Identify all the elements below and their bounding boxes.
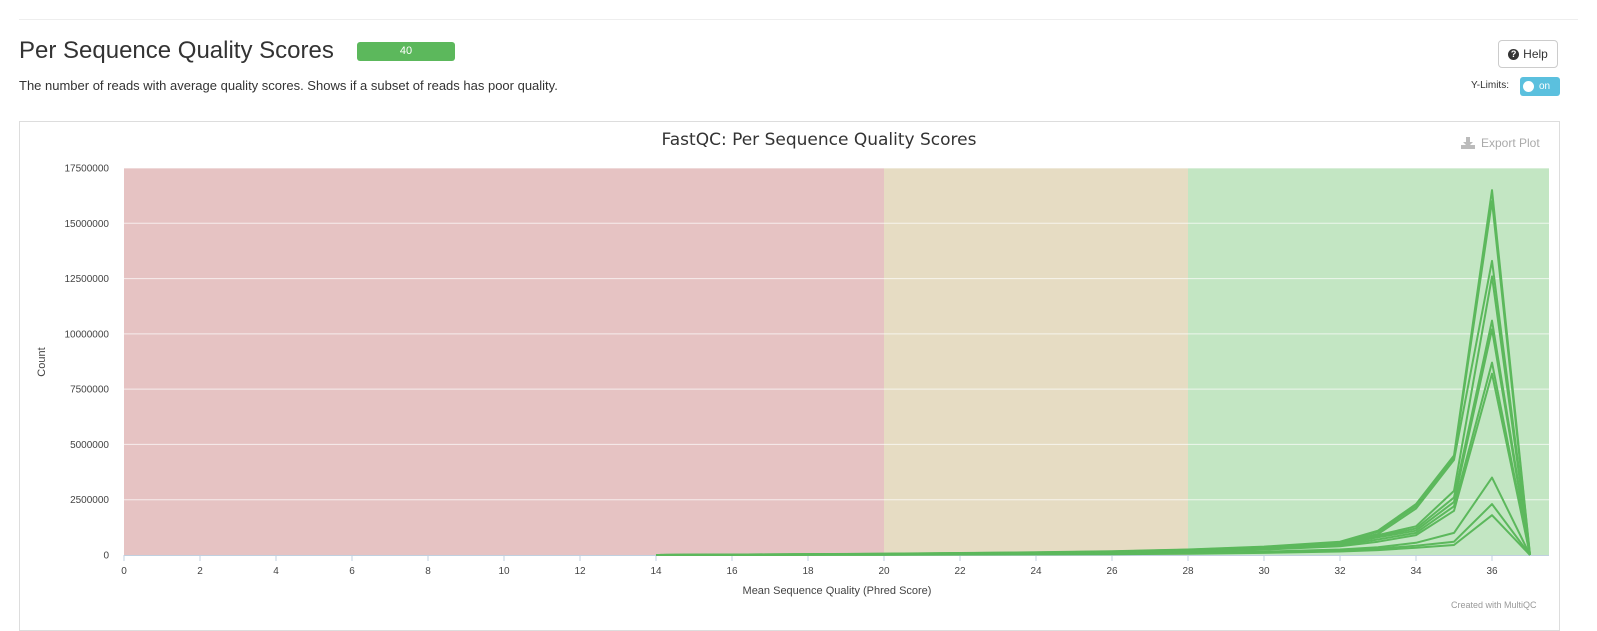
download-icon	[1461, 137, 1475, 149]
y-tick-label: 0	[103, 551, 109, 562]
band-bad	[124, 168, 884, 555]
x-tick-label: 16	[726, 566, 738, 577]
question-circle-icon: ?	[1508, 48, 1520, 60]
x-tick-label: 4	[273, 566, 279, 577]
export-plot-label: Export Plot	[1481, 136, 1540, 150]
x-tick-label: 6	[349, 566, 355, 577]
x-tick-label: 20	[878, 566, 890, 577]
x-axis-title: Mean Sequence Quality (Phred Score)	[743, 585, 932, 597]
chart-title: FastQC: Per Sequence Quality Scores	[662, 130, 977, 150]
status-badge: 40	[357, 42, 455, 61]
x-tick-label: 18	[802, 566, 814, 577]
top-divider	[19, 19, 1578, 20]
x-tick-label: 26	[1106, 566, 1118, 577]
x-tick-label: 24	[1030, 566, 1042, 577]
x-tick-label: 0	[121, 566, 127, 577]
credit-text: Created with MultiQC	[1451, 600, 1537, 610]
help-button-label: Help	[1523, 47, 1548, 61]
x-tick-label: 14	[650, 566, 662, 577]
x-tick-label: 8	[425, 566, 431, 577]
x-tick-label: 2	[197, 566, 203, 577]
help-button[interactable]: ? Help	[1498, 40, 1558, 68]
ylimits-label: Y-Limits:	[1471, 80, 1509, 91]
section-description: The number of reads with average quality…	[19, 78, 558, 93]
y-tick-label: 10000000	[65, 329, 110, 340]
x-tick-label: 10	[498, 566, 510, 577]
x-tick-label: 32	[1334, 566, 1346, 577]
band-warn	[884, 168, 1188, 555]
ylimits-toggle-state: on	[1539, 81, 1551, 92]
x-tick-label: 22	[954, 566, 966, 577]
toggle-knob-icon	[1523, 81, 1534, 92]
band-good	[1188, 168, 1549, 555]
y-tick-label: 5000000	[70, 440, 109, 451]
x-tick-label: 12	[574, 566, 586, 577]
y-tick-label: 17500000	[65, 164, 110, 175]
y-tick-label: 7500000	[70, 385, 109, 396]
x-tick-label: 28	[1182, 566, 1194, 577]
series-line-11	[655, 514, 1531, 556]
ylimits-toggle[interactable]: on	[1520, 77, 1560, 96]
section-title: Per Sequence Quality Scores	[19, 37, 334, 64]
x-tick-label: 34	[1410, 566, 1422, 577]
y-tick-label: 12500000	[65, 274, 110, 285]
y-axis-title: Count	[36, 347, 48, 376]
x-tick-label: 36	[1486, 566, 1498, 577]
y-tick-label: 2500000	[70, 495, 109, 506]
x-tick-label: 30	[1258, 566, 1270, 577]
export-plot-button[interactable]: Export Plot	[1460, 136, 1540, 150]
y-tick-label: 15000000	[65, 219, 110, 230]
